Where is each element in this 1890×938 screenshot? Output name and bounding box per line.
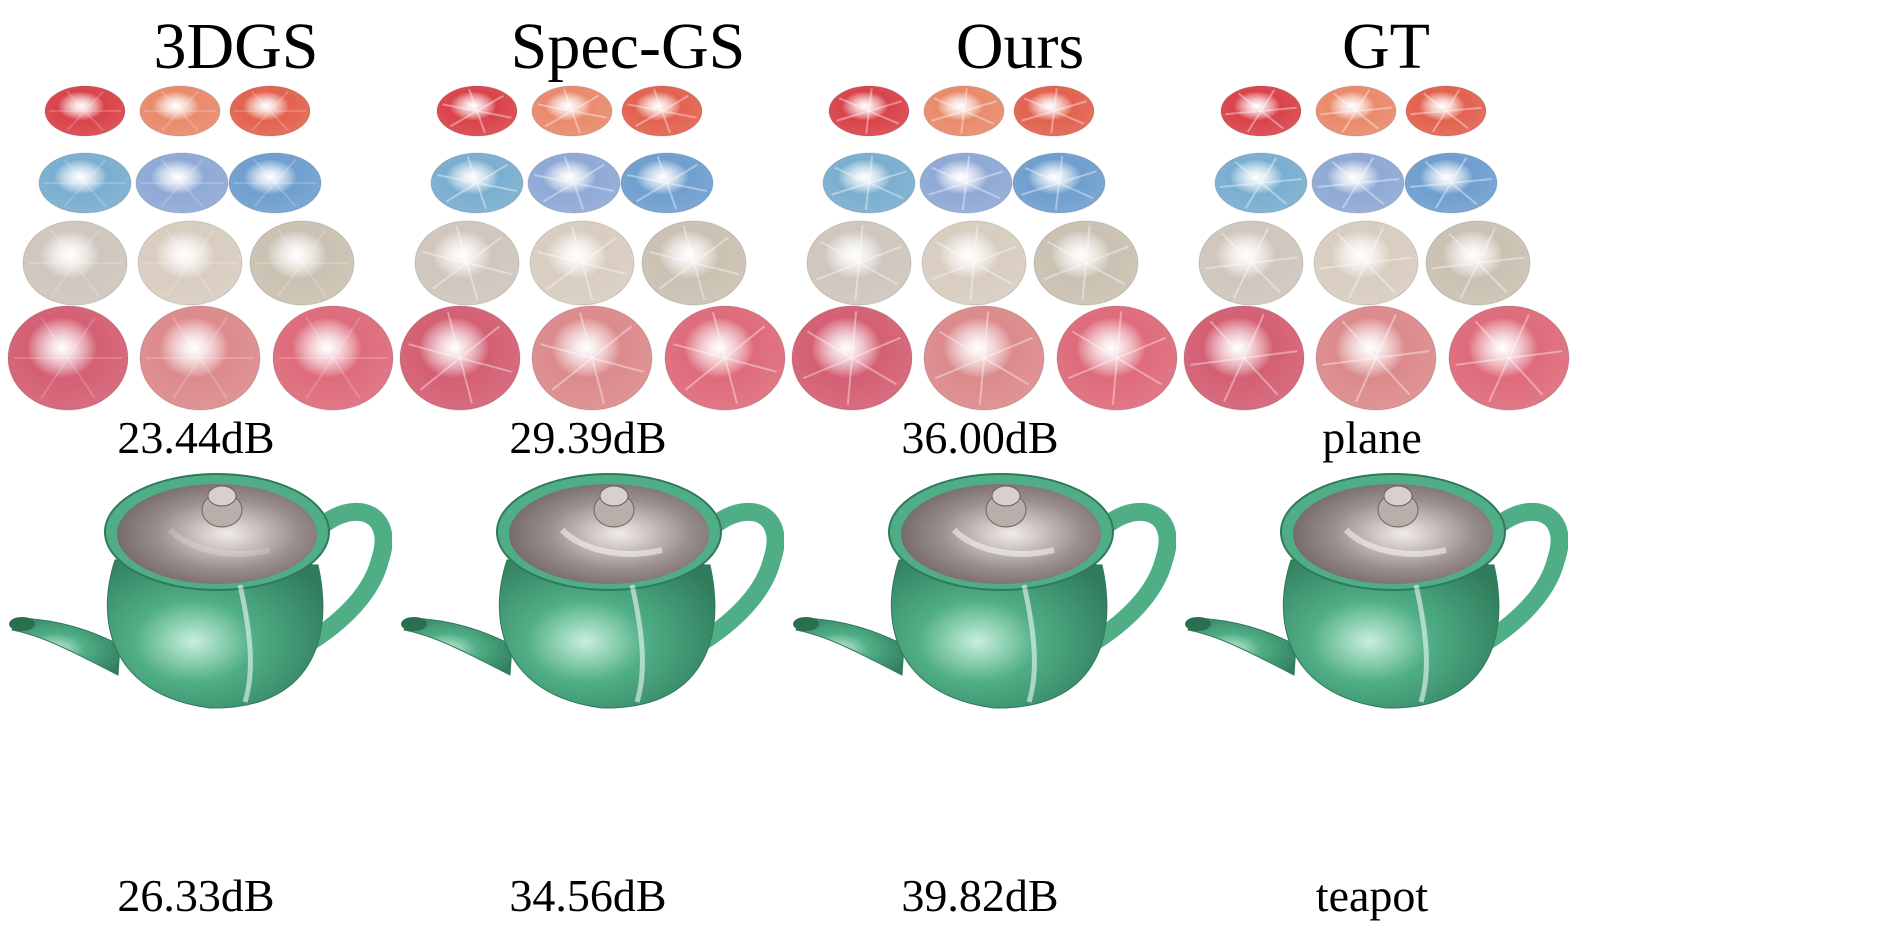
plate-disc (414, 220, 520, 306)
plate-disc (22, 220, 128, 306)
teapot (1185, 473, 1568, 709)
teapot-psnr-spec-gs: 34.56dB (509, 870, 667, 921)
plate-disc (828, 85, 910, 137)
teapot (401, 473, 784, 709)
plate-disc (249, 220, 355, 306)
plate-disc (44, 85, 126, 137)
plate-disc (139, 85, 221, 137)
plate-disc (228, 152, 322, 214)
plate-disc (1183, 305, 1305, 411)
plate-disc (1313, 220, 1419, 306)
plate-disc (1013, 85, 1095, 137)
plate-disc (529, 220, 635, 306)
plate-disc (921, 220, 1027, 306)
plate-disc (1220, 85, 1302, 137)
plate-disc (531, 305, 653, 411)
teapot-render-spec-gs (392, 470, 784, 710)
plate-disc (1056, 305, 1178, 411)
plane-render-3dgs (0, 78, 400, 418)
plate-disc (621, 85, 703, 137)
plate-disc (1311, 152, 1405, 214)
plate-disc (1214, 152, 1308, 214)
plate-disc (620, 152, 714, 214)
plane-render-gt (1176, 78, 1576, 418)
plate-disc (436, 85, 518, 137)
plate-disc (1405, 85, 1487, 137)
plate-disc (822, 152, 916, 214)
teapot (793, 473, 1176, 709)
plate-disc (135, 152, 229, 214)
plate-disc (430, 152, 524, 214)
plane-label-gt: plane (1322, 412, 1422, 463)
column-title-gt: GT (1342, 10, 1430, 83)
teapot (9, 473, 392, 709)
plate-disc (1198, 220, 1304, 306)
plate-disc (399, 305, 521, 411)
plate-disc (1448, 305, 1570, 411)
plate-disc (923, 85, 1005, 137)
teapot-render-3dgs (0, 470, 392, 710)
teapot-render-gt (1176, 470, 1568, 710)
plane-render-ours (784, 78, 1184, 418)
plane-psnr-ours: 36.00dB (901, 412, 1059, 463)
plate-disc (1315, 85, 1397, 137)
plate-disc (272, 305, 394, 411)
plate-disc (791, 305, 913, 411)
teapot-label-gt: teapot (1315, 870, 1429, 921)
plate-disc (527, 152, 621, 214)
teapot-render-ours (784, 470, 1176, 710)
plane-render-spec-gs (392, 78, 792, 418)
plane-psnr-3dgs: 23.44dB (117, 412, 275, 463)
plate-disc (137, 220, 243, 306)
plane-psnr-spec-gs: 29.39dB (509, 412, 667, 463)
teapot-psnr-3dgs: 26.33dB (117, 870, 275, 921)
column-title-spec-gs: Spec-GS (510, 10, 746, 83)
plate-disc (1404, 152, 1498, 214)
plate-disc (531, 85, 613, 137)
plate-disc (7, 305, 129, 411)
plate-disc (919, 152, 1013, 214)
plate-disc (1012, 152, 1106, 214)
plate-disc (923, 305, 1045, 411)
plate-disc (664, 305, 786, 411)
plate-disc (806, 220, 912, 306)
column-title-3dgs: 3DGS (153, 10, 319, 83)
teapot-psnr-ours: 39.82dB (901, 870, 1059, 921)
plate-disc (229, 85, 311, 137)
column-title-ours: Ours (955, 10, 1085, 83)
plate-disc (139, 305, 261, 411)
plate-disc (38, 152, 132, 214)
plate-disc (641, 220, 747, 306)
plate-disc (1425, 220, 1531, 306)
plate-disc (1033, 220, 1139, 306)
plate-disc (1315, 305, 1437, 411)
